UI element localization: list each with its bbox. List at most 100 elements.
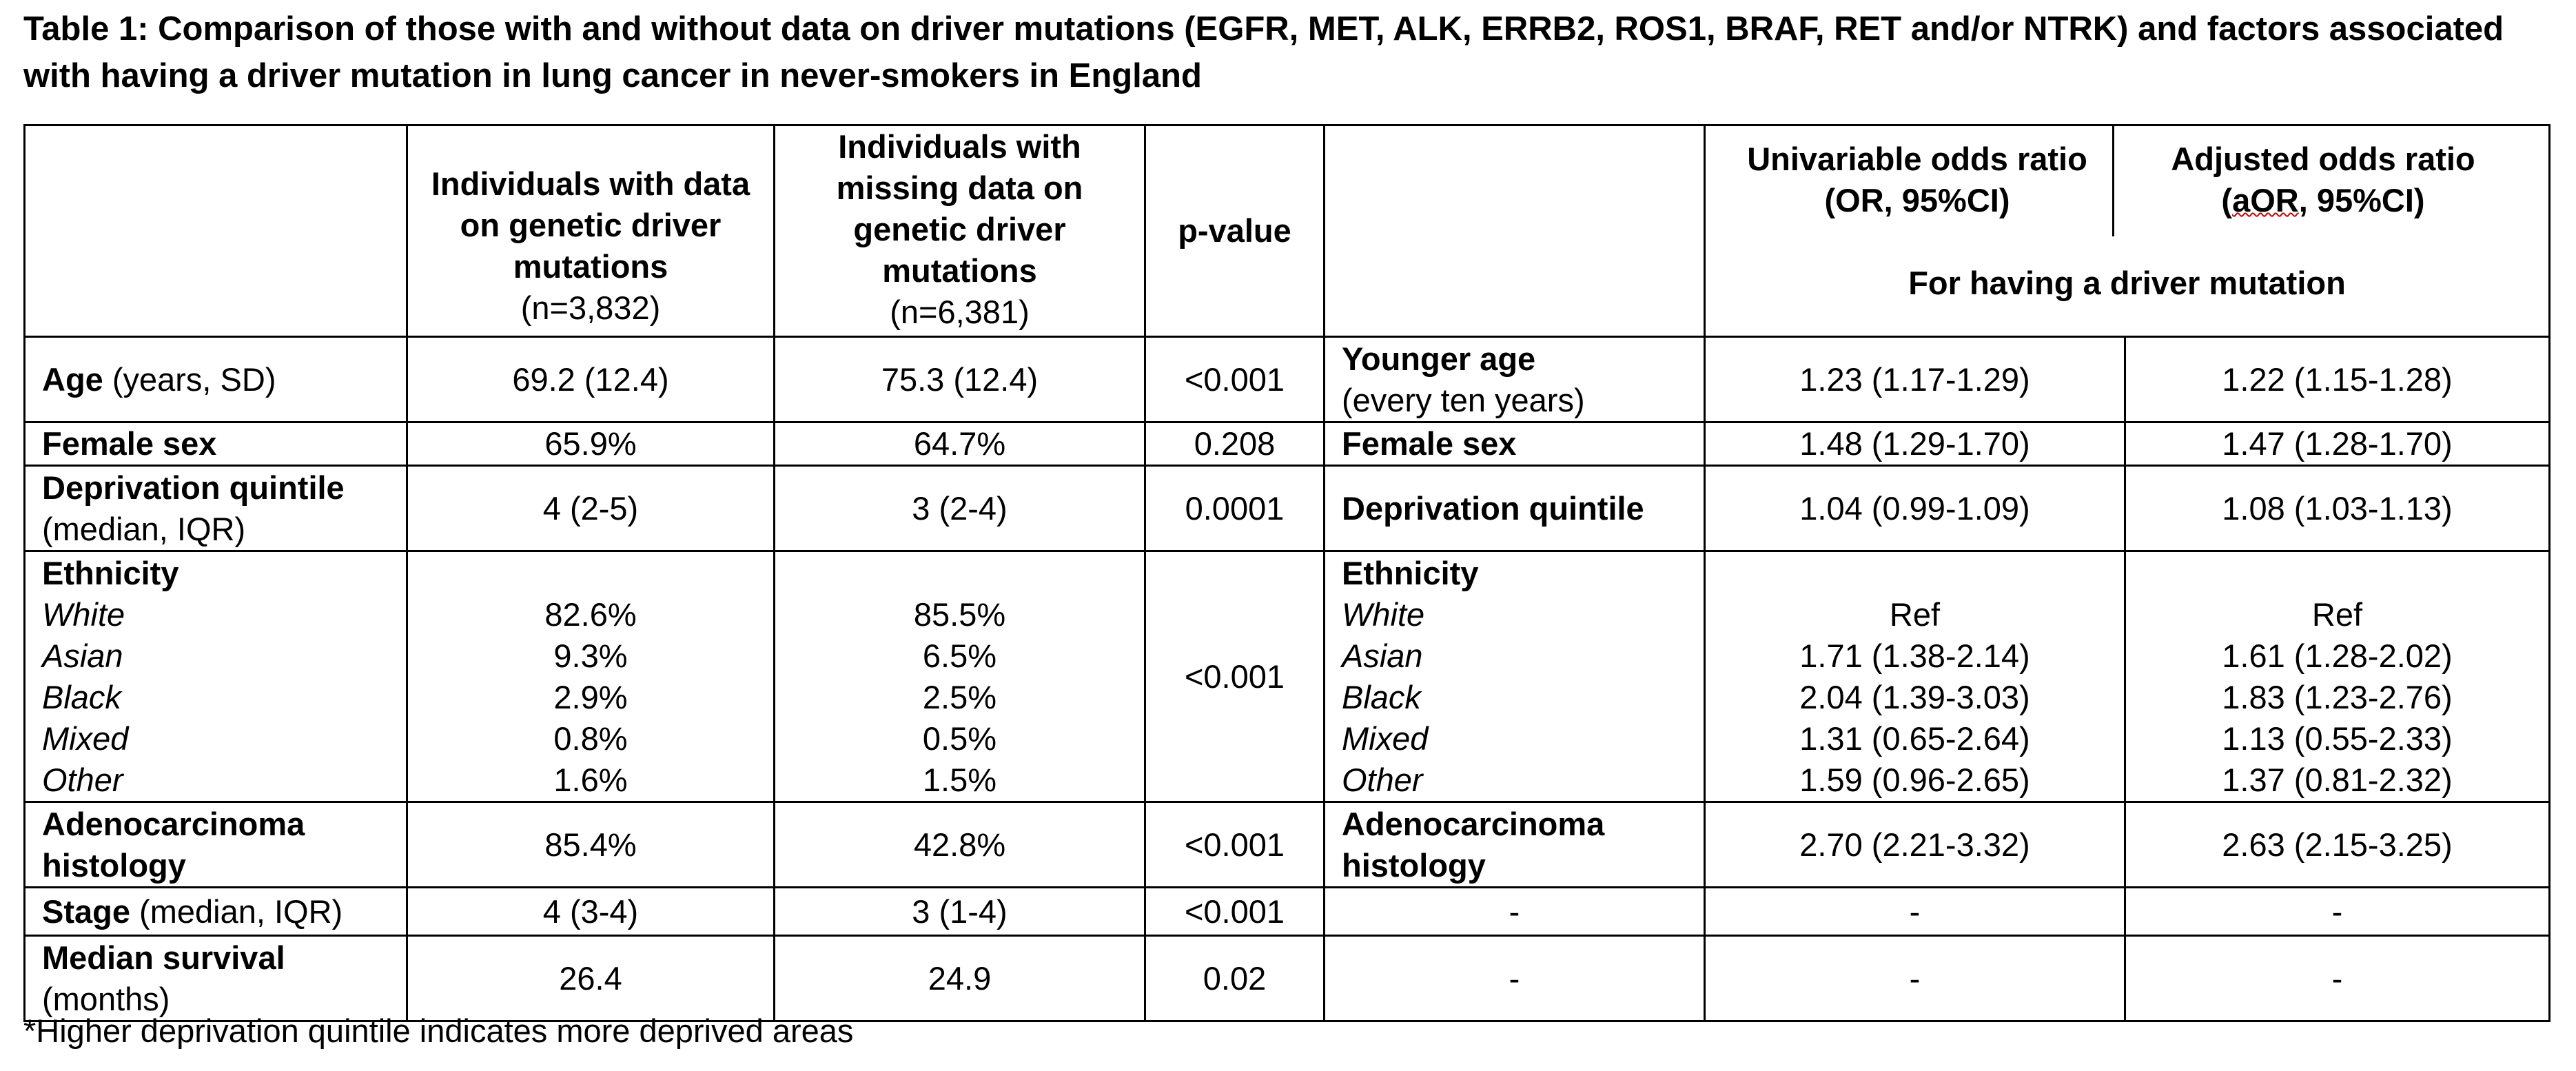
row-label-rest: (median, IQR) (42, 510, 246, 547)
factor-rest: (every ten years) (1342, 381, 1585, 418)
cell-or: 1.48 (1.29-1.70) (1704, 421, 2126, 467)
spacer (792, 553, 1127, 594)
cell-with-data: 4 (2-5) (406, 465, 775, 552)
cell-factor: - (1323, 886, 1706, 937)
ethnicity-level: Other (42, 761, 123, 798)
row-label-bold: Median survival (42, 939, 285, 976)
ethnicity-factor-level: Other (1342, 761, 1423, 798)
ethnicity-aor: 1.13 (0.55-2.33) (2222, 720, 2453, 757)
ethnicity-with: 0.8% (553, 720, 628, 757)
ethnicity-missing: 0.5% (922, 720, 997, 757)
cell-missing-data: 3 (2-4) (773, 465, 1146, 552)
cell-factor: Younger age (every ten years) (1323, 336, 1706, 423)
cell-aor: 1.47 (1.28-1.70) (2124, 421, 2551, 467)
row-label-rest: (months) (42, 980, 170, 1017)
cell-aor: 1.22 (1.15-1.28) (2124, 336, 2551, 423)
header-factor-empty-cell (1323, 124, 1706, 338)
row-label-rest: (years, SD) (103, 360, 276, 398)
ethnicity-missing: 6.5% (922, 637, 997, 674)
row-sex: Female sex 65.9% 64.7% 0.208 Female sex … (23, 421, 2551, 467)
factor-bold: Younger age (1342, 340, 1536, 377)
header-missing-data-n: (n=6,381) (890, 294, 1030, 330)
odds-ratio-headers: Univariable odds ratio (OR, 95%CI) Adjus… (1722, 126, 2532, 236)
cell-or: Ref 1.71 (1.38-2.14) 2.04 (1.39-3.03) 1.… (1704, 550, 2126, 803)
ethnicity-or: 1.71 (1.38-2.14) (1799, 637, 2030, 674)
ethnicity-missing: 85.5% (913, 595, 1006, 633)
cell-or: 1.23 (1.17-1.29) (1704, 336, 2126, 423)
row-label-rest: (median, IQR) (130, 892, 343, 930)
cell-aor: - (2124, 886, 2551, 937)
header-adjusted-or-post: , 95%CI) (2298, 182, 2425, 218)
footnote: *Higher deprivation quintile indicates m… (23, 1012, 854, 1049)
row-ethnicity: Ethnicity White Asian Black Mixed Other … (23, 550, 2551, 803)
cell-with-data: 65.9% (406, 421, 775, 467)
ethnicity-with: 9.3% (553, 637, 628, 674)
cell-missing-data: 24.9 (773, 935, 1146, 1022)
cell-missing-data: 3 (1-4) (773, 886, 1146, 937)
cell-factor: Adenocarcinoma histology (1323, 801, 1706, 888)
cell-p-value: <0.001 (1144, 801, 1325, 888)
row-label-bold: Age (42, 360, 103, 398)
cell-or: - (1704, 935, 2126, 1022)
cell-p-value: <0.001 (1144, 336, 1325, 423)
row-label: Median survival (months) (23, 935, 408, 1022)
ethnicity-missing: 1.5% (922, 761, 997, 798)
table-title: Table 1: Comparison of those with and wi… (23, 10, 2504, 94)
header-row: Individuals with data on genetic driver … (23, 124, 2551, 338)
ethnicity-aor: 1.37 (0.81-2.32) (2222, 761, 2453, 798)
ethnicity-factor-level: Black (1342, 678, 1421, 715)
ethnicity-with: 82.6% (544, 595, 637, 633)
cell-p-value: <0.001 (1144, 886, 1325, 937)
row-stage: Stage (median, IQR) 4 (3-4) 3 (1-4) <0.0… (23, 886, 2551, 937)
cell-missing-data: 75.3 (12.4) (773, 336, 1146, 423)
ethnicity-or: 2.04 (1.39-3.03) (1799, 678, 2030, 715)
cell-missing-data: 64.7% (773, 421, 1146, 467)
spacer (1722, 553, 2107, 594)
header-univariable-or: Univariable odds ratio (OR, 95%CI) (1747, 141, 2087, 218)
header-missing-data-label: Individuals with missing data on genetic… (836, 128, 1083, 289)
factor-bold: Ethnicity (1342, 554, 1479, 591)
cell-factor: Ethnicity White Asian Black Mixed Other (1323, 550, 1706, 803)
header-driver-mutation-span: For having a driver mutation (1908, 265, 2346, 301)
header-empty-cell (23, 124, 408, 338)
row-survival: Median survival (months) 26.4 24.9 0.02 … (23, 935, 2551, 1022)
header-with-data-n: (n=3,832) (520, 289, 661, 326)
cell-missing-data: 85.5% 6.5% 2.5% 0.5% 1.5% (773, 550, 1146, 803)
cell-aor: - (2124, 935, 2551, 1022)
row-deprivation: Deprivation quintile (median, IQR) 4 (2-… (23, 465, 2551, 552)
cell-aor: 2.63 (2.15-3.25) (2124, 801, 2551, 888)
header-missing-data: Individuals with missing data on genetic… (773, 124, 1146, 338)
cell-missing-data: 42.8% (773, 801, 1146, 888)
header-with-data: Individuals with data on genetic driver … (406, 124, 775, 338)
header-odds-ratios: Univariable odds ratio (OR, 95%CI) Adjus… (1704, 124, 2551, 338)
ethnicity-aor: 1.83 (1.23-2.76) (2222, 678, 2453, 715)
cell-with-data: 82.6% 9.3% 2.9% 0.8% 1.6% (406, 550, 775, 803)
row-label: Age (years, SD) (23, 336, 408, 423)
comparison-table: Individuals with data on genetic driver … (23, 124, 2551, 1022)
cell-with-data: 85.4% (406, 801, 775, 888)
ethnicity-level: Mixed (42, 720, 129, 757)
cell-factor: Deprivation quintile (1323, 465, 1706, 552)
cell-or: - (1704, 886, 2126, 937)
spacer (425, 553, 757, 594)
cell-aor: Ref 1.61 (1.28-2.02) 1.83 (1.23-2.76) 1.… (2124, 550, 2551, 803)
row-label: Ethnicity White Asian Black Mixed Other (23, 550, 408, 803)
ethnicity-level: White (42, 595, 125, 633)
row-age: Age (years, SD) 69.2 (12.4) 75.3 (12.4) … (23, 336, 2551, 423)
header-p-value: p-value (1144, 124, 1325, 338)
row-label-bold: Stage (42, 892, 130, 930)
odds-header-divider (2112, 126, 2114, 236)
cell-p-value: 0.02 (1144, 935, 1325, 1022)
cell-with-data: 4 (3-4) (406, 886, 775, 937)
cell-or: 1.04 (0.99-1.09) (1704, 465, 2126, 552)
ethnicity-with: 2.9% (553, 678, 628, 715)
cell-p-value: 0.0001 (1144, 465, 1325, 552)
ethnicity-aor: 1.61 (1.28-2.02) (2222, 637, 2453, 674)
ethnicity-or: Ref (1889, 595, 1941, 633)
ethnicity-or: 1.31 (0.65-2.64) (1799, 720, 2030, 757)
cell-factor: - (1323, 935, 1706, 1022)
header-adjusted-or-pre: Adjusted odds ratio ( (2171, 141, 2475, 218)
ethnicity-level: Black (42, 678, 121, 715)
ethnicity-missing: 2.5% (922, 678, 997, 715)
cell-or: 2.70 (2.21-3.32) (1704, 801, 2126, 888)
